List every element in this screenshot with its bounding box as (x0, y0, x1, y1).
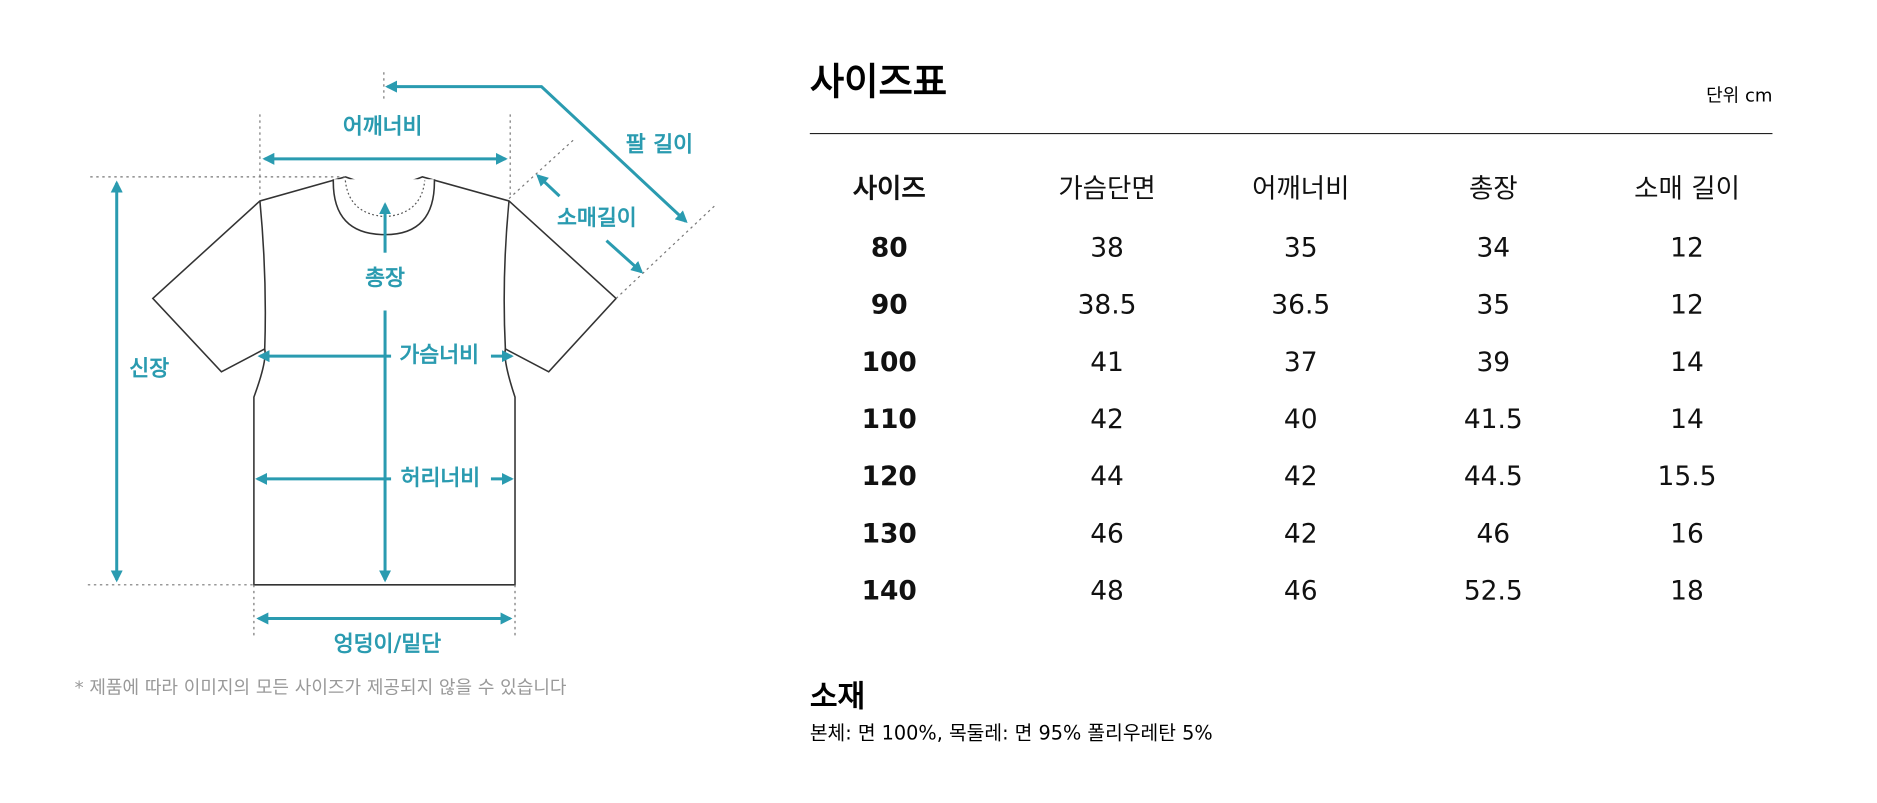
unit: 단위 cm (1706, 85, 1772, 106)
cell: 38.5 (1078, 290, 1137, 321)
cell: 90 (871, 290, 908, 321)
cell: 48 (1090, 576, 1124, 607)
cell: 46 (1476, 518, 1510, 549)
cell: 34 (1476, 233, 1510, 264)
label: 허리너비 (401, 466, 481, 491)
header-cell: 총장 (1469, 174, 1518, 205)
cell: 42 (1090, 404, 1124, 435)
cell: 16 (1670, 518, 1704, 549)
cell: 120 (862, 461, 917, 492)
cell: 42 (1284, 461, 1318, 492)
label: 어깨너비 (343, 115, 423, 140)
cell: 46 (1284, 576, 1318, 607)
cell: 12 (1670, 233, 1704, 264)
content: 어깨너비 팔 길이 소매길이 총장 신장 가슴너비 허리너비 엉덩이/밑단 * … (75, 60, 1773, 745)
cell: 14 (1670, 404, 1704, 435)
cell: 14 (1670, 347, 1704, 378)
header-cell: 어깨너비 (1252, 174, 1349, 205)
size-table: 사이즈 가슴단면 어깨너비 총장 소매 길이 80 38 35 34 12 90 38.5 36.5 35… (853, 174, 1740, 607)
cell: 15.5 (1658, 461, 1717, 492)
material-text: 본체: 면 100%, 목둘레: 면 95% 폴리우레탄 5% (810, 722, 1213, 745)
cell: 42 (1284, 518, 1318, 549)
cell: 41.5 (1464, 404, 1523, 435)
cell: 35 (1284, 233, 1318, 264)
cell: 40 (1284, 404, 1318, 435)
cell: 52.5 (1464, 576, 1523, 607)
cell: 130 (862, 518, 917, 549)
label: 팔 길이 (626, 133, 693, 158)
cell: 39 (1476, 347, 1510, 378)
cell: 100 (862, 347, 917, 378)
cell: 12 (1670, 290, 1704, 321)
note: * 제품에 따라 이미지의 모든 사이즈가 제공되지 않을 수 있습니다 (75, 677, 567, 698)
cell: 36.5 (1271, 290, 1330, 321)
cell: 140 (862, 576, 917, 607)
cell: 37 (1284, 347, 1318, 378)
label: 총장 (365, 266, 405, 291)
cell: 44.5 (1464, 461, 1523, 492)
shirt-diagram: 어깨너비 팔 길이 소매길이 총장 신장 가슴너비 허리너비 엉덩이/밑단 * … (75, 72, 717, 698)
material-title: 소재 (810, 679, 865, 714)
label: 가슴너비 (399, 343, 479, 368)
header-cell: 가슴단면 (1058, 174, 1155, 205)
header-cell: 사이즈 (853, 174, 926, 205)
cell: 80 (871, 233, 908, 264)
table-title: 사이즈표 (810, 60, 947, 104)
cell: 110 (862, 404, 917, 435)
label: 소매길이 (557, 206, 637, 231)
label: 신장 (129, 356, 169, 381)
header-cell: 소매 길이 (1634, 174, 1740, 205)
cell: 44 (1090, 461, 1124, 492)
cell: 46 (1090, 518, 1124, 549)
cell: 18 (1670, 576, 1704, 607)
cell: 38 (1090, 233, 1124, 264)
label: 엉덩이/밑단 (334, 632, 442, 657)
cell: 41 (1090, 347, 1124, 378)
cell: 35 (1476, 290, 1510, 321)
